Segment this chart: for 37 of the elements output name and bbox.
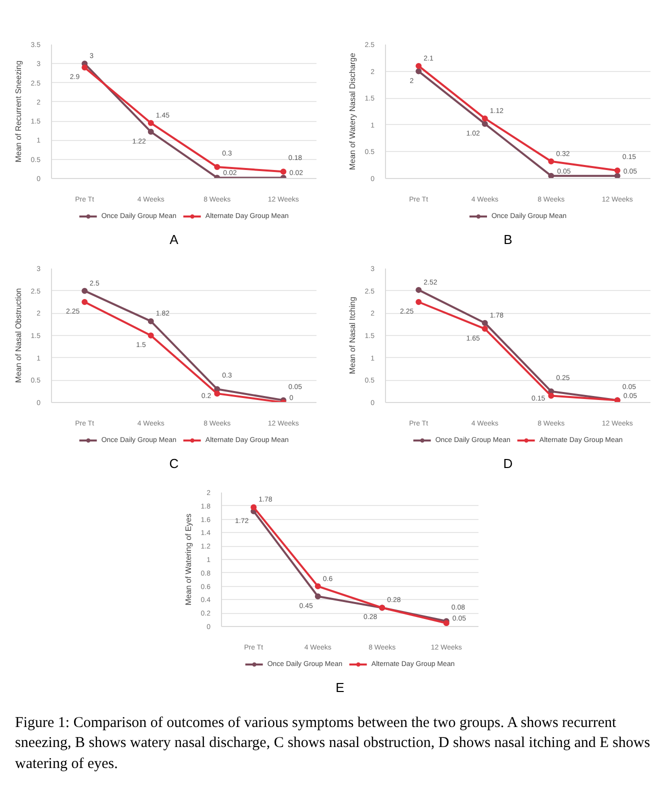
point <box>614 167 620 174</box>
point <box>214 164 220 170</box>
point <box>482 320 488 326</box>
point <box>548 392 554 399</box>
point <box>482 326 488 332</box>
text: C <box>169 455 179 473</box>
point <box>548 172 554 178</box>
point <box>314 583 321 590</box>
text: D <box>503 455 513 473</box>
y-axis-title: Mean of Recurrent Sneezing <box>14 60 23 162</box>
point <box>280 168 286 175</box>
text: B <box>504 231 512 249</box>
point <box>482 115 488 122</box>
point <box>548 158 554 164</box>
point <box>82 288 88 294</box>
point <box>250 504 257 510</box>
point <box>482 120 488 127</box>
point <box>82 64 88 70</box>
point <box>416 68 422 74</box>
point <box>314 593 321 600</box>
point <box>416 62 422 69</box>
caption: Figure 1: Comparison of outcomes of various symptoms between the two groups. A shows recurrent sneezing, B shows watery nasal discharge, C shows nasal obstruction, D shows nasal itching and E shows watering of eyes. <box>15 714 652 774</box>
point <box>614 172 620 178</box>
point <box>82 299 88 305</box>
text: A <box>170 231 178 249</box>
point <box>214 390 220 397</box>
point <box>148 318 154 324</box>
point <box>148 120 154 126</box>
y-axis-title: Mean of Nasal Obstruction <box>14 288 23 383</box>
y-axis-title: Mean of Watering of Eyes <box>184 514 193 606</box>
point <box>148 332 154 338</box>
point <box>416 286 422 293</box>
point <box>416 299 422 305</box>
y-axis-title: Mean of Watery Nasal Discharge <box>348 52 357 170</box>
text: E <box>336 679 344 697</box>
point <box>148 128 154 135</box>
y-axis-title: Mean of Nasal Itching <box>348 296 357 374</box>
